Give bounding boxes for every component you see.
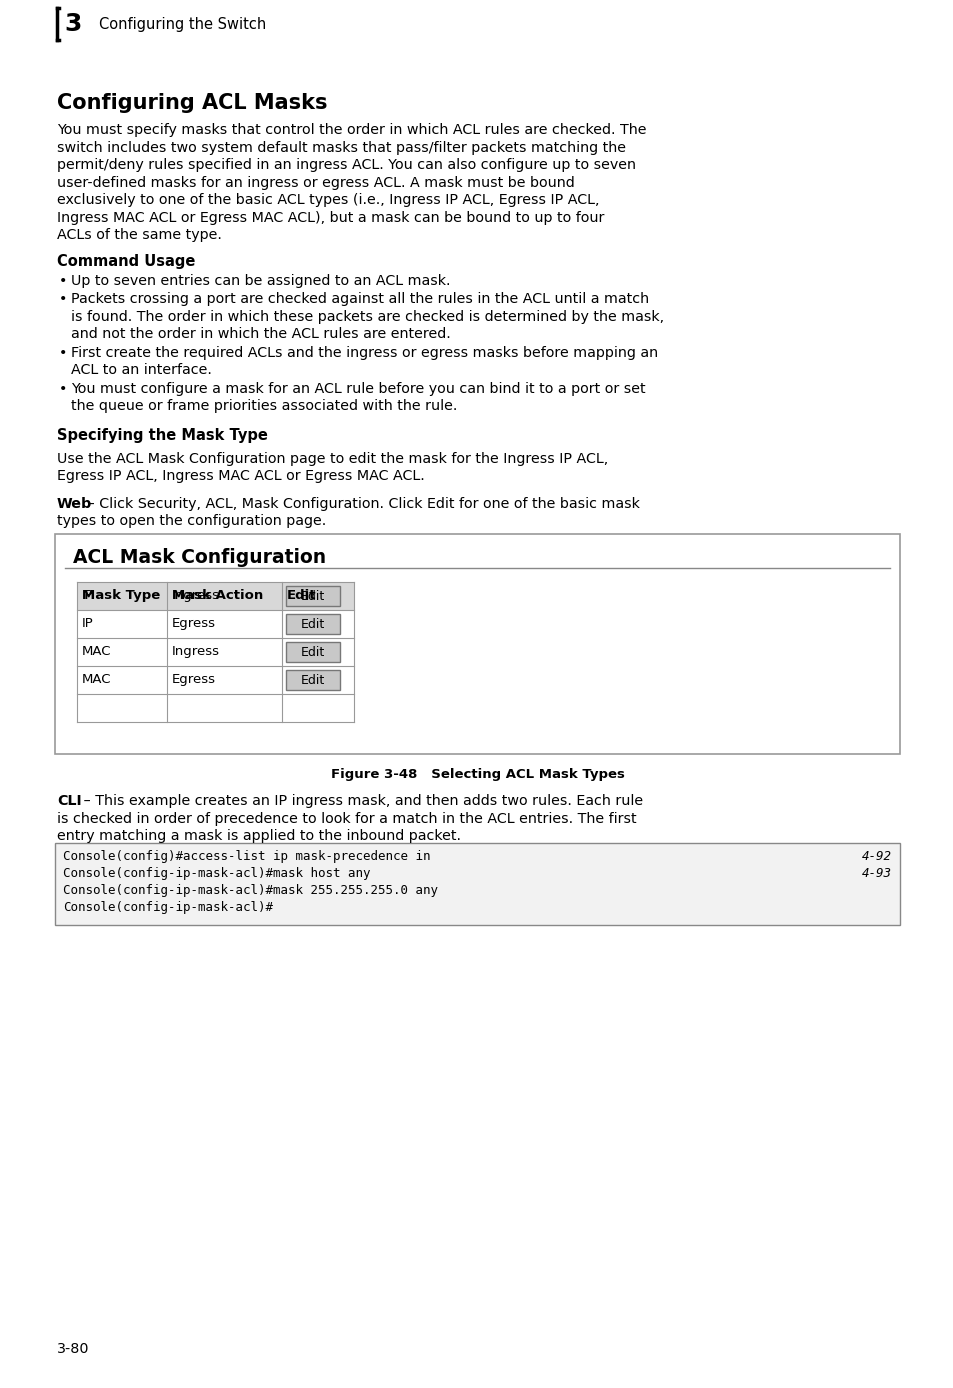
Text: Command Usage: Command Usage (57, 254, 195, 268)
Text: Console(config-ip-mask-acl)#mask 255.255.255.0 any: Console(config-ip-mask-acl)#mask 255.255… (63, 884, 437, 897)
Text: is checked in order of precedence to look for a match in the ACL entries. The fi: is checked in order of precedence to loo… (57, 812, 636, 826)
Text: Ingress MAC ACL or Egress MAC ACL), but a mask can be bound to up to four: Ingress MAC ACL or Egress MAC ACL), but … (57, 211, 604, 225)
Text: entry matching a mask is applied to the inbound packet.: entry matching a mask is applied to the … (57, 829, 460, 843)
Text: is found. The order in which these packets are checked is determined by the mask: is found. The order in which these packe… (71, 310, 663, 323)
Text: MAC: MAC (82, 645, 112, 658)
Text: •: • (59, 273, 68, 287)
Text: Packets crossing a port are checked against all the rules in the ACL until a mat: Packets crossing a port are checked agai… (71, 291, 648, 305)
Text: and not the order in which the ACL rules are entered.: and not the order in which the ACL rules… (71, 328, 450, 341)
Bar (55, 534, 899, 754)
Text: Edit: Edit (300, 590, 325, 602)
Text: Mask Action: Mask Action (172, 589, 263, 602)
Text: You must configure a mask for an ACL rule before you can bind it to a port or se: You must configure a mask for an ACL rul… (71, 382, 645, 396)
Text: Web: Web (57, 497, 92, 511)
Text: Specifying the Mask Type: Specifying the Mask Type (57, 428, 268, 443)
Text: 3: 3 (64, 12, 82, 36)
Text: ACL Mask Configuration: ACL Mask Configuration (73, 548, 326, 568)
Text: Configuring the Switch: Configuring the Switch (99, 17, 266, 32)
Text: Console(config)#access-list ip mask-precedence in: Console(config)#access-list ip mask-prec… (63, 849, 430, 863)
Text: Edit: Edit (300, 618, 325, 630)
Text: exclusively to one of the basic ACL types (i.e., Ingress IP ACL, Egress IP ACL,: exclusively to one of the basic ACL type… (57, 193, 598, 207)
Bar (77, 582, 354, 609)
Text: You must specify masks that control the order in which ACL rules are checked. Th: You must specify masks that control the … (57, 124, 646, 137)
Text: Figure 3-48   Selecting ACL Mask Types: Figure 3-48 Selecting ACL Mask Types (331, 768, 624, 781)
Text: 4-92: 4-92 (862, 849, 891, 863)
Text: Configuring ACL Masks: Configuring ACL Masks (57, 93, 327, 112)
Text: MAC: MAC (82, 673, 112, 686)
Text: 4-93: 4-93 (862, 868, 891, 880)
Text: Mask Type: Mask Type (82, 589, 160, 602)
Bar (286, 670, 339, 690)
Text: ACL to an interface.: ACL to an interface. (71, 364, 212, 378)
Text: Console(config-ip-mask-acl)#: Console(config-ip-mask-acl)# (63, 901, 273, 915)
Text: Console(config-ip-mask-acl)#mask host any: Console(config-ip-mask-acl)#mask host an… (63, 868, 370, 880)
Text: switch includes two system default masks that pass/filter packets matching the: switch includes two system default masks… (57, 140, 625, 154)
Text: user-defined masks for an ingress or egress ACL. A mask must be bound: user-defined masks for an ingress or egr… (57, 175, 574, 190)
Text: Egress: Egress (172, 673, 215, 686)
Text: Use the ACL Mask Configuration page to edit the mask for the Ingress IP ACL,: Use the ACL Mask Configuration page to e… (57, 451, 608, 465)
Text: – This example creates an IP ingress mask, and then adds two rules. Each rule: – This example creates an IP ingress mas… (79, 794, 642, 808)
Text: •: • (59, 346, 68, 359)
Text: ACLs of the same type.: ACLs of the same type. (57, 228, 222, 242)
Text: IP: IP (82, 589, 93, 602)
Text: the queue or frame priorities associated with the rule.: the queue or frame priorities associated… (71, 398, 456, 414)
Text: Egress: Egress (172, 618, 215, 630)
Text: permit/deny rules specified in an ingress ACL. You can also configure up to seve: permit/deny rules specified in an ingres… (57, 158, 636, 172)
Text: types to open the configuration page.: types to open the configuration page. (57, 514, 326, 527)
Text: •: • (59, 291, 68, 305)
Text: •: • (59, 382, 68, 396)
Text: 3-80: 3-80 (57, 1342, 90, 1356)
Text: Ingress: Ingress (172, 645, 220, 658)
Text: Edit: Edit (300, 673, 325, 687)
Bar (286, 586, 339, 607)
Text: Egress IP ACL, Ingress MAC ACL or Egress MAC ACL.: Egress IP ACL, Ingress MAC ACL or Egress… (57, 469, 424, 483)
Text: Edit: Edit (287, 589, 316, 602)
Text: – Click Security, ACL, Mask Configuration. Click Edit for one of the basic mask: – Click Security, ACL, Mask Configuratio… (83, 497, 639, 511)
Text: IP: IP (82, 618, 93, 630)
Text: First create the required ACLs and the ingress or egress masks before mapping an: First create the required ACLs and the i… (71, 346, 658, 359)
Text: Up to seven entries can be assigned to an ACL mask.: Up to seven entries can be assigned to a… (71, 273, 450, 287)
Text: Ingress: Ingress (172, 589, 220, 602)
Text: Edit: Edit (300, 645, 325, 658)
Bar (286, 643, 339, 662)
Bar (286, 613, 339, 634)
Bar (55, 843, 899, 924)
Text: CLI: CLI (57, 794, 82, 808)
